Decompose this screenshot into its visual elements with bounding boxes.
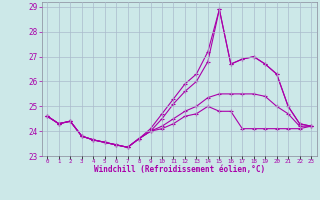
X-axis label: Windchill (Refroidissement éolien,°C): Windchill (Refroidissement éolien,°C) (94, 165, 265, 174)
